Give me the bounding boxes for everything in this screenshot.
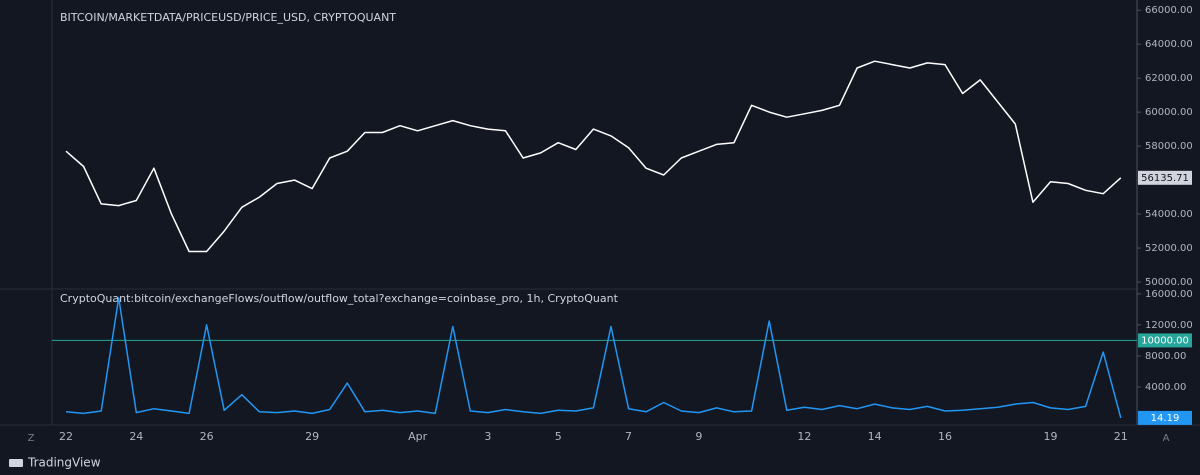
x-tick-label: 16	[938, 430, 952, 443]
x-tick-label: 7	[625, 430, 632, 443]
y-tick-label: 66000.00	[1145, 5, 1193, 16]
chart-title: CryptoQuant:bitcoin/exchangeFlows/outflo…	[60, 292, 619, 305]
last-value-label: 14.19	[1151, 413, 1180, 424]
auto-button[interactable]: A	[1163, 433, 1170, 444]
x-tick-label: 5	[555, 430, 562, 443]
x-tick-label: 14	[868, 430, 882, 443]
y-tick-label: 60000.00	[1145, 107, 1193, 118]
last-value-label-box	[1138, 410, 1192, 425]
y-tick-label: 8000.00	[1145, 351, 1186, 362]
brand-logo[interactable]: TradingView	[9, 456, 101, 470]
y-tick-label: 64000.00	[1145, 39, 1193, 50]
y-tick-label: 4000.00	[1145, 382, 1186, 393]
x-tick-label: 9	[695, 430, 702, 443]
y-tick-label: 52000.00	[1145, 243, 1193, 254]
y-tick-label: 54000.00	[1145, 209, 1193, 220]
hline-label: 10000.00	[1141, 335, 1189, 346]
chart-title: BITCOIN/MARKETDATA/PRICEUSD/PRICE_USD, C…	[60, 11, 396, 24]
y-tick-label: 62000.00	[1145, 73, 1193, 84]
last-value-label: 56135.71	[1141, 173, 1189, 184]
series-line	[65, 297, 1122, 419]
series-line	[65, 60, 1122, 253]
last-value-label-box	[1138, 170, 1192, 185]
x-tick-label: 3	[484, 430, 491, 443]
x-tick-label: 29	[305, 430, 319, 443]
y-tick-label: 58000.00	[1145, 141, 1193, 152]
x-tick-label: 19	[1043, 430, 1057, 443]
y-tick-label: 16000.00	[1145, 289, 1193, 300]
x-tick-label: 24	[129, 430, 143, 443]
y-tick-label: 12000.00	[1145, 320, 1193, 331]
x-tick-label: 22	[59, 430, 73, 443]
hline-label-box	[1138, 333, 1192, 348]
brand-name: TradingView	[27, 456, 101, 470]
scale-button[interactable]: Z	[28, 433, 35, 444]
x-tick-label: 26	[200, 430, 214, 443]
x-tick-label: 12	[797, 430, 811, 443]
x-tick-label: 21	[1114, 430, 1128, 443]
x-tick-label: Apr	[408, 430, 428, 443]
logo-icon	[9, 459, 23, 467]
y-tick-label: 50000.00	[1145, 277, 1193, 288]
